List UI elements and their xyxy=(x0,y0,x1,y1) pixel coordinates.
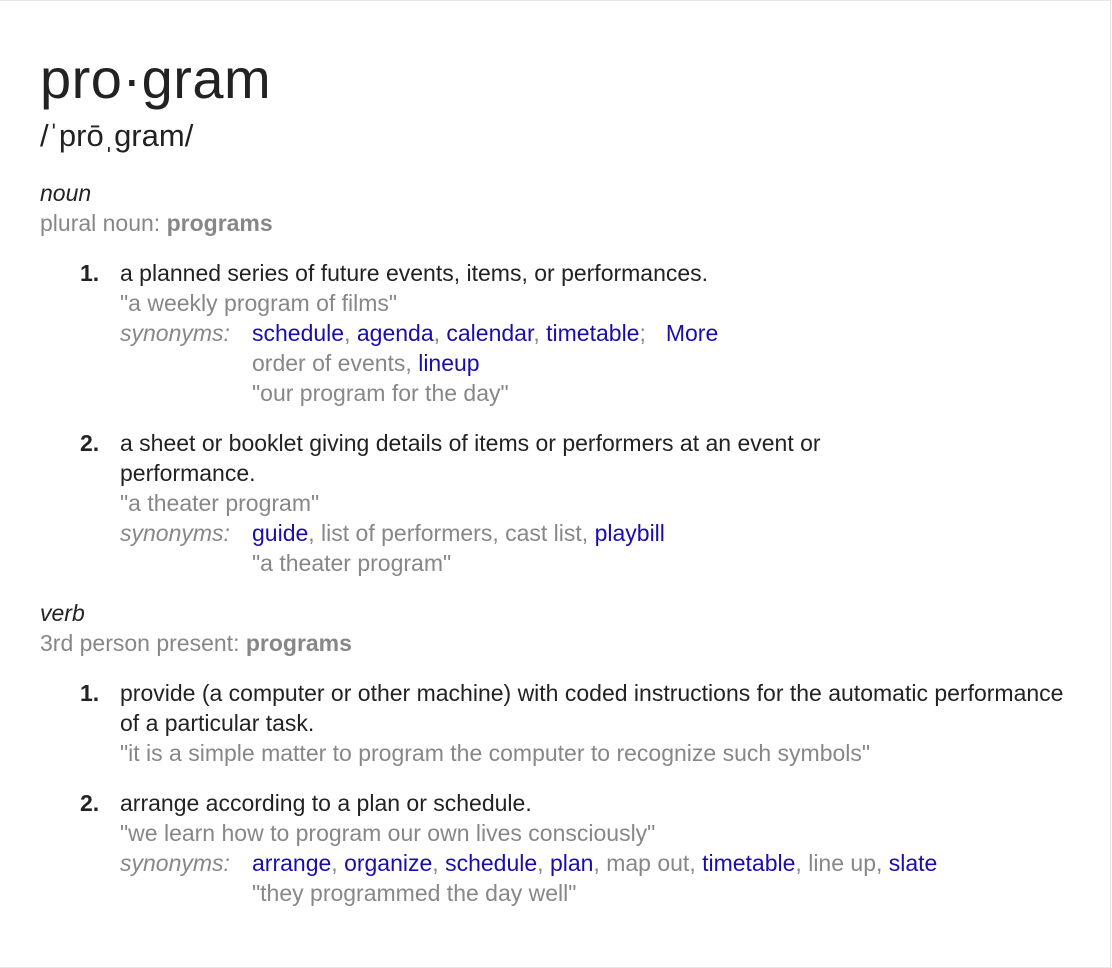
synonyms-label: synonyms: xyxy=(120,520,230,546)
synonym-link[interactable]: organize xyxy=(344,850,433,876)
example: "we learn how to program our own lives c… xyxy=(120,820,656,846)
synonym-example: "a theater program" xyxy=(252,550,452,576)
noun-sense-2: 2. a sheet or booklet giving details of … xyxy=(80,428,1080,578)
synonym-link[interactable]: plan xyxy=(549,850,594,876)
synonym-link[interactable]: playbill xyxy=(594,520,665,546)
example: "a theater program" xyxy=(120,490,320,516)
sense-number: 2. xyxy=(80,790,100,816)
part-of-speech-noun: noun xyxy=(40,180,92,206)
synonym-link[interactable]: timetable xyxy=(546,320,640,346)
verb-sense-2: 2. arrange according to a plan or schedu… xyxy=(80,788,1080,908)
inflection-label: plural noun: xyxy=(40,210,167,236)
part-of-speech-verb: verb xyxy=(40,600,85,626)
synonym-link[interactable]: schedule xyxy=(252,320,345,346)
headword: pro·gram xyxy=(40,47,272,110)
synonym-link[interactable]: lineup xyxy=(418,350,480,376)
definition: a planned series of future events, items… xyxy=(120,260,709,286)
synonym-example: "they programmed the day well" xyxy=(252,880,577,906)
synonym-link[interactable]: calendar xyxy=(446,320,534,346)
sense-number: 2. xyxy=(80,430,100,456)
verb-sense-1: 1. provide (a computer or other machine)… xyxy=(80,678,1080,768)
sense-number: 1. xyxy=(80,680,100,706)
inflection-value: programs xyxy=(245,630,352,656)
synonym-link[interactable]: slate xyxy=(888,850,938,876)
example: "it is a simple matter to program the co… xyxy=(120,740,871,766)
synonyms-label: synonyms: xyxy=(120,320,230,346)
synonym-text: map out xyxy=(606,850,690,876)
synonym-text: , list of performers, cast list, xyxy=(308,520,595,546)
definition: arrange according to a plan or schedule. xyxy=(120,790,532,816)
definition: provide (a computer or other machine) wi… xyxy=(120,680,1064,736)
sense-number: 1. xyxy=(80,260,100,286)
synonym-text: order of events, xyxy=(252,350,419,376)
synonyms-label: synonyms: xyxy=(120,850,230,876)
synonym-text: line up xyxy=(808,850,876,876)
inflection-value: programs xyxy=(166,210,273,236)
synonyms: synonyms: schedule, agenda, calendar, ti… xyxy=(120,320,719,406)
synonym-link[interactable]: timetable xyxy=(702,850,796,876)
example: "a weekly program of films" xyxy=(120,290,398,316)
synonyms: synonyms: arrange, organize, schedule, p… xyxy=(120,850,938,906)
verb-inflection: 3rd person present: programs xyxy=(40,628,352,658)
noun-sense-1: 1. a planned series of future events, it… xyxy=(80,258,1080,408)
synonym-example: "our program for the day" xyxy=(252,380,509,406)
inflection-label: 3rd person present: xyxy=(40,630,246,656)
definition: a sheet or booklet giving details of ite… xyxy=(120,430,821,486)
synonym-link[interactable]: arrange xyxy=(252,850,332,876)
synonyms: synonyms: guide, list of performers, cas… xyxy=(120,518,940,578)
synonym-link[interactable]: agenda xyxy=(356,320,434,346)
noun-inflection: plural noun: programs xyxy=(40,208,273,238)
phonetic-spelling: /ˈprōˌgram/ xyxy=(40,118,194,153)
more-synonyms-link[interactable]: More xyxy=(665,320,719,346)
synonym-link[interactable]: schedule xyxy=(445,850,538,876)
synonym-link[interactable]: guide xyxy=(252,520,309,546)
